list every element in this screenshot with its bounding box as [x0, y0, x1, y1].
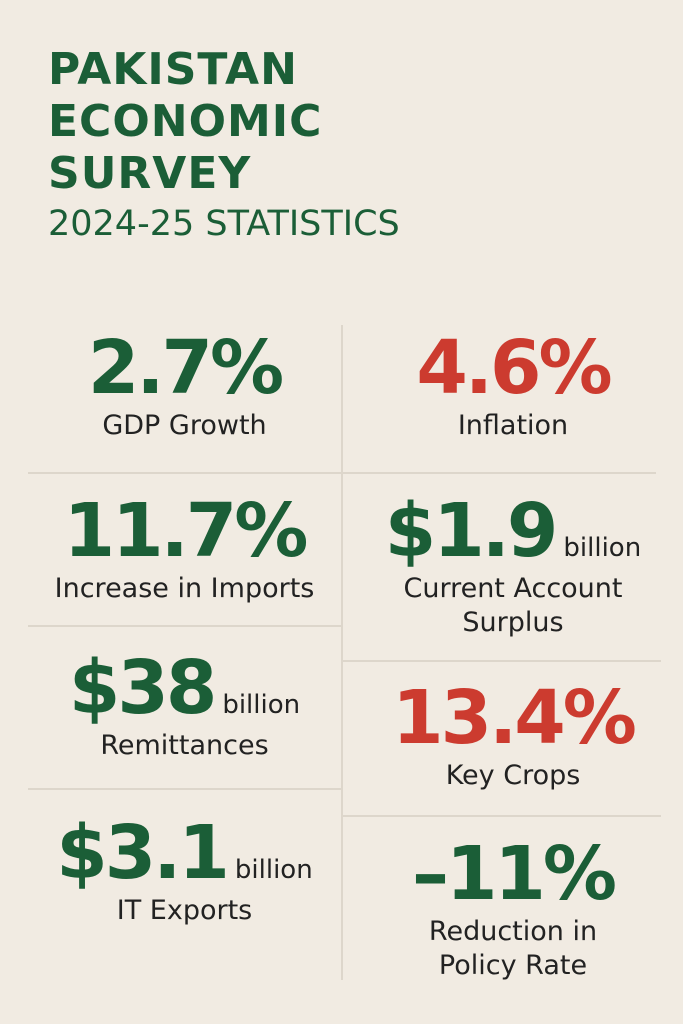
crops-label: Key Crops — [446, 759, 581, 793]
header: PAKISTAN ECONOMIC SURVEY 2024-25 STATIST… — [48, 44, 400, 246]
inflation-value: 4.6% — [416, 327, 609, 409]
divider-left-3 — [28, 788, 341, 790]
stat-it-exports: $3.1 billion IT Exports — [28, 812, 341, 928]
remittances-unit: billion — [222, 690, 300, 720]
divider-left-2 — [28, 625, 341, 627]
stat-remittances: $38 billion Remittances — [28, 647, 341, 763]
stat-imports: 11.7% Increase in Imports — [28, 490, 341, 606]
stat-current-account: $1.9 billion Current Account Surplus — [343, 490, 683, 640]
title-line-1: PAKISTAN — [48, 44, 400, 96]
divider-right-2 — [343, 660, 661, 662]
stat-inflation: 4.6% Inflation — [343, 327, 683, 443]
remittances-value: $38 — [69, 647, 214, 729]
policy-rate-label-1: Reduction in — [429, 915, 597, 949]
it-exports-label: IT Exports — [117, 894, 253, 928]
it-exports-value: $3.1 — [56, 812, 227, 894]
crops-value: 13.4% — [392, 677, 634, 759]
current-account-value: $1.9 — [385, 490, 556, 572]
gdp-label: GDP Growth — [102, 409, 266, 443]
stat-gdp-growth: 2.7% GDP Growth — [28, 327, 341, 443]
stat-key-crops: 13.4% Key Crops — [343, 677, 683, 793]
imports-label: Increase in Imports — [55, 572, 315, 606]
title-line-2: ECONOMIC — [48, 96, 400, 148]
remittances-label: Remittances — [100, 729, 268, 763]
inflation-label: Inflation — [458, 409, 568, 443]
title-line-3: SURVEY — [48, 148, 400, 200]
imports-value: 11.7% — [64, 490, 306, 572]
current-account-label-2: Surplus — [462, 606, 563, 640]
gdp-value: 2.7% — [88, 327, 281, 409]
policy-rate-value: –11% — [412, 833, 614, 915]
current-account-unit: billion — [563, 533, 641, 563]
divider-row-1 — [28, 472, 656, 474]
stat-policy-rate: –11% Reduction in Policy Rate — [343, 833, 683, 983]
it-exports-unit: billion — [235, 855, 313, 885]
divider-right-3 — [343, 815, 661, 817]
current-account-label-1: Current Account — [403, 572, 622, 606]
subtitle: 2024-25 STATISTICS — [48, 202, 400, 246]
policy-rate-label-2: Policy Rate — [439, 949, 587, 983]
